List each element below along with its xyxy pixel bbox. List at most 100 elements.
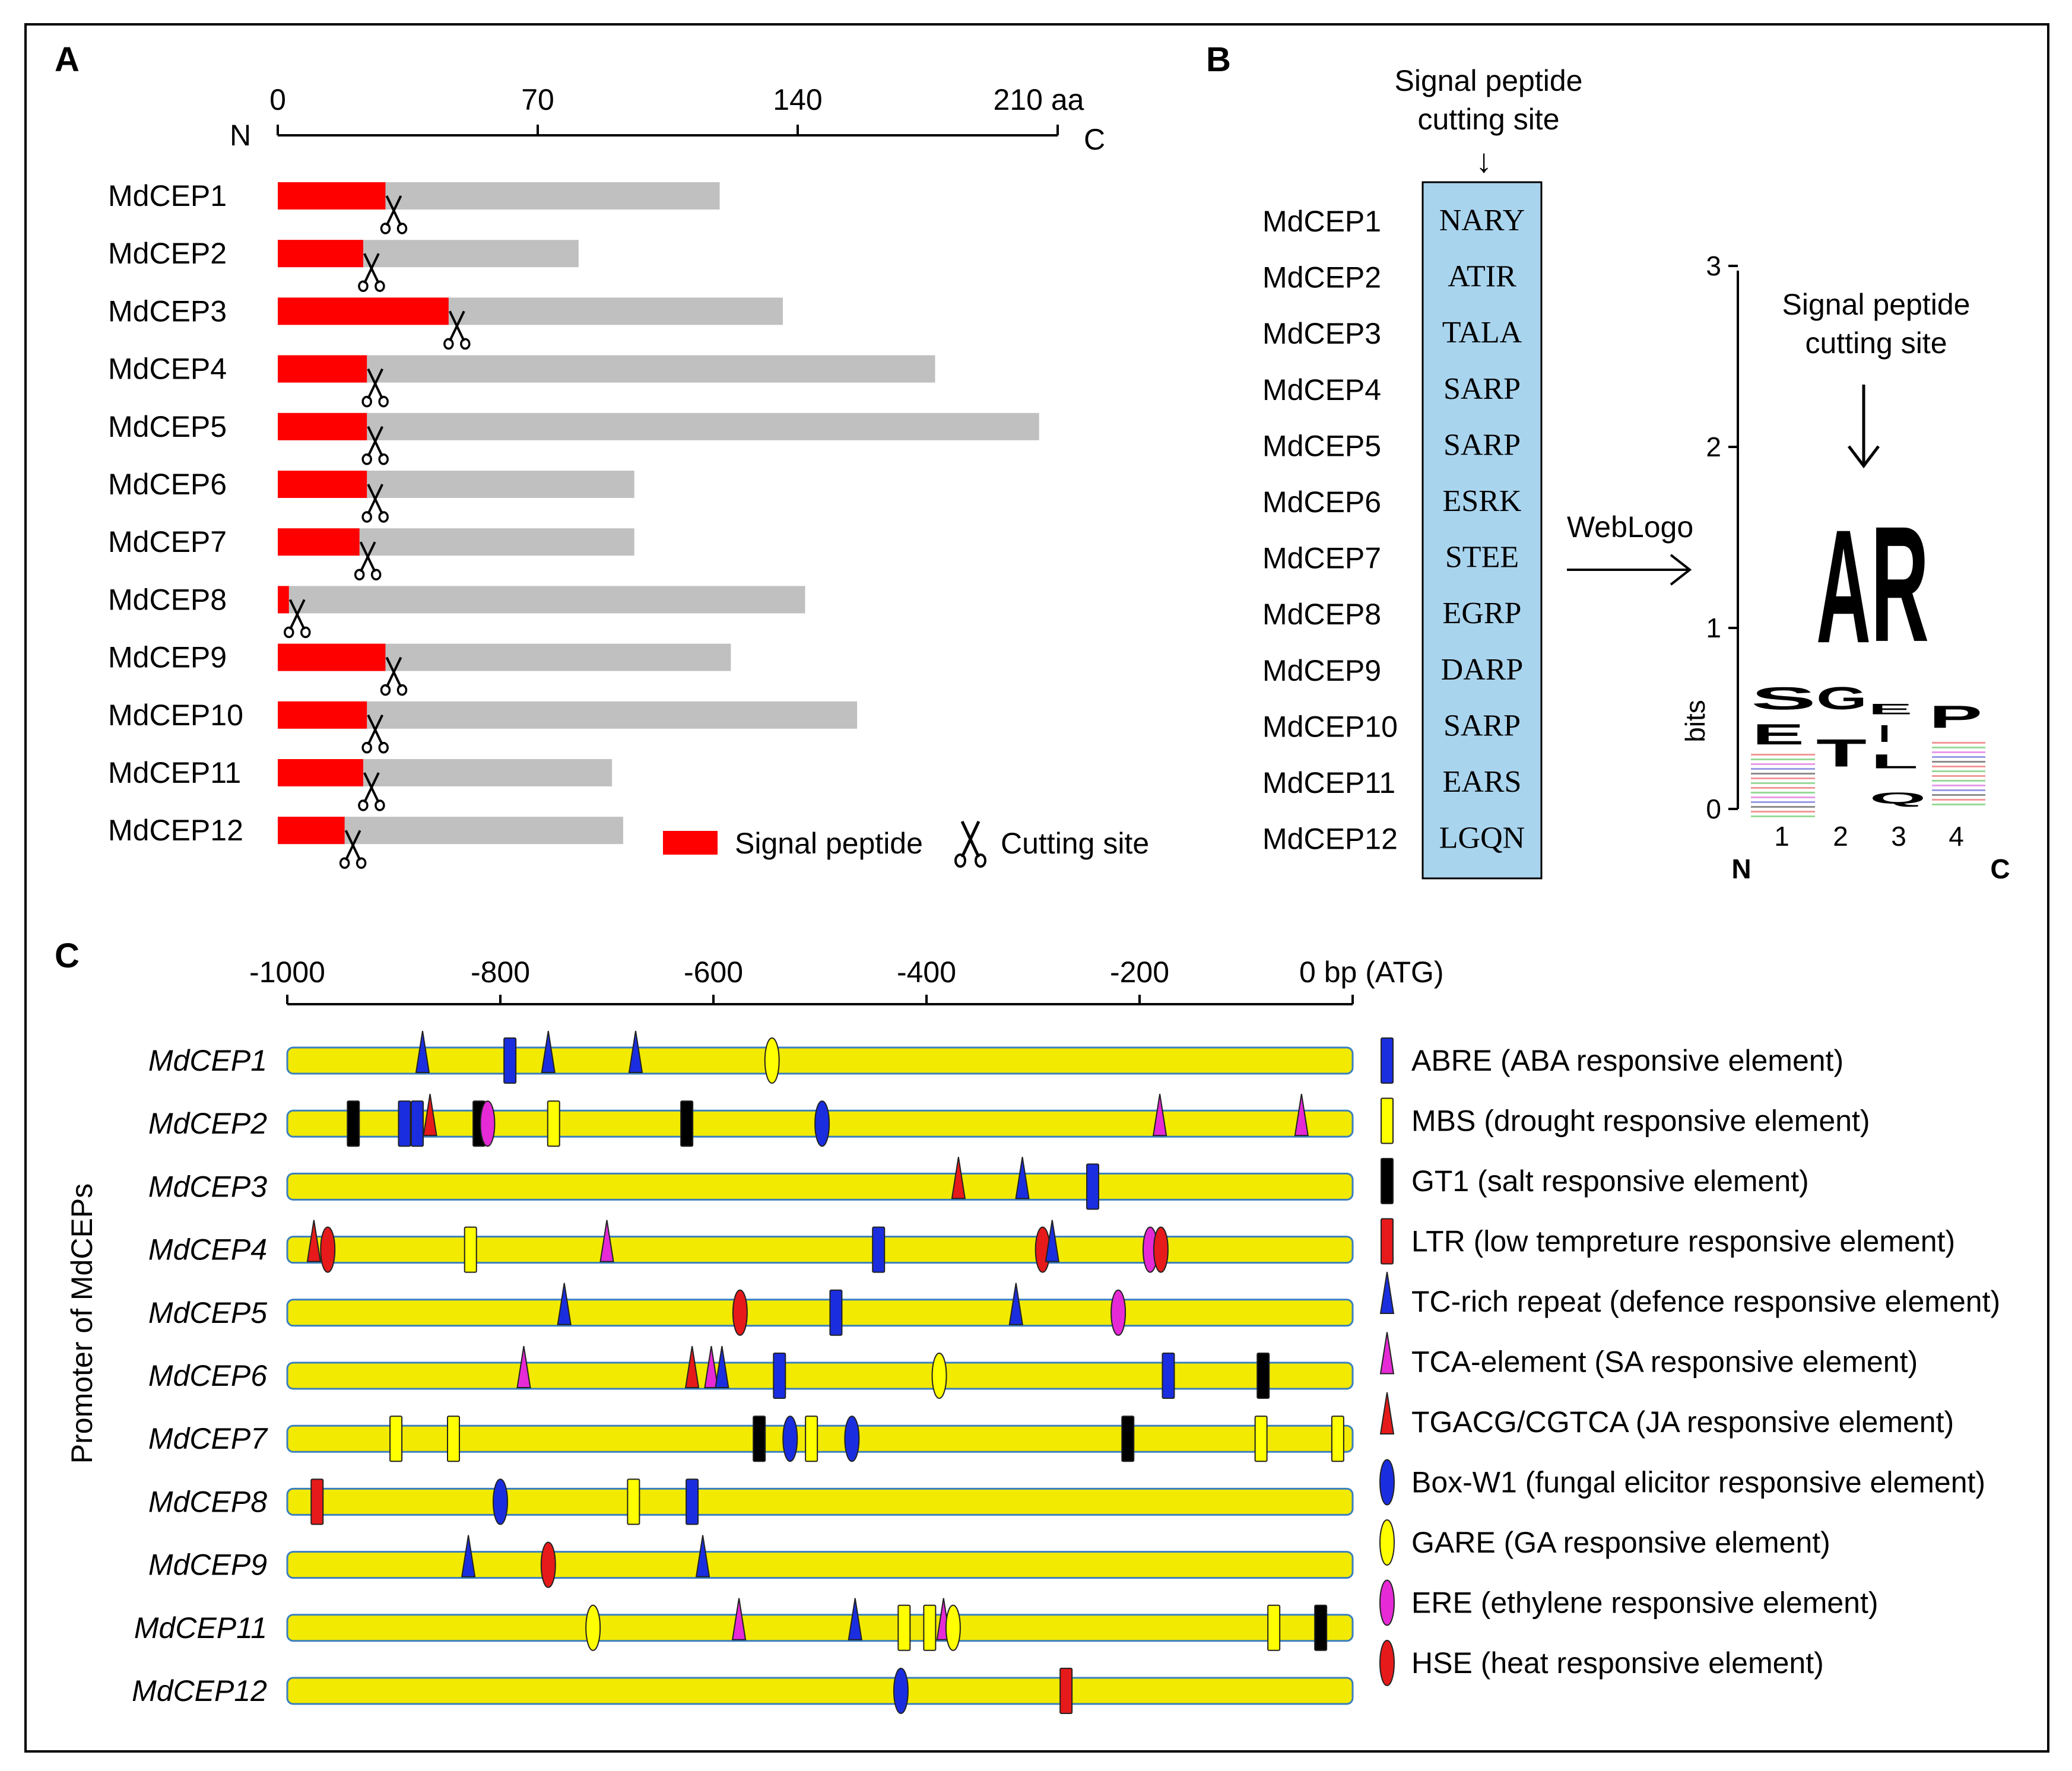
- alignment-protein-name: MdCEP6: [1262, 485, 1381, 519]
- signal-peptide-bar: [278, 355, 367, 383]
- panel-a-axis: N C 0 70 140 210 aa: [230, 83, 1105, 156]
- logo-n-label: N: [1731, 853, 1751, 884]
- alignment-row: MdCEP9 DARP: [1262, 653, 1523, 687]
- alignment-protein-name: MdCEP10: [1262, 710, 1398, 743]
- signal-peptide-bar: [278, 412, 367, 440]
- signal-peptide-bar: [278, 701, 367, 729]
- legend-tgacg-icon: [1379, 1392, 1395, 1434]
- cis-element-gt1: [680, 1100, 694, 1147]
- logo-minor-letter: Q: [1870, 789, 1926, 807]
- logo-minor-residue-strip: [1932, 785, 1985, 786]
- promoter-row: MdCEP1: [148, 1030, 1354, 1084]
- logo-x-tick-label: 1: [1774, 821, 1789, 852]
- legend-item: MBS (drought responsive element): [1381, 1097, 1870, 1144]
- alignment-protein-name: MdCEP2: [1262, 261, 1381, 294]
- cis-element-tc: [541, 1030, 556, 1073]
- logo-x-tick-label: 3: [1891, 821, 1906, 852]
- scissors-icon: [361, 426, 389, 465]
- legend-tca-icon: [1379, 1332, 1395, 1375]
- legend-item-label: TCA-element (SA responsive element): [1411, 1345, 1918, 1379]
- cis-element-mbs: [1331, 1415, 1344, 1462]
- legend-item-label: TC-rich repeat (defence responsive eleme…: [1411, 1285, 2000, 1318]
- legend-abre-icon: [1381, 1037, 1394, 1084]
- scissors-icon: [380, 656, 408, 696]
- cis-element-tca: [704, 1345, 719, 1388]
- protein-row: MdCEP9: [108, 641, 731, 696]
- panel-a-axis-tick-label: 70: [521, 83, 554, 116]
- cis-element-ltr: [1059, 1668, 1073, 1714]
- legend-hse-icon: [1379, 1640, 1395, 1686]
- alignment-sequence: SARP: [1443, 372, 1521, 406]
- logo-y-tick-label: 0: [1706, 794, 1721, 824]
- promoter-row: MdCEP4: [148, 1220, 1354, 1273]
- cis-element-mbs: [389, 1415, 403, 1462]
- cis-element-gare: [945, 1604, 961, 1651]
- protein-row: MdCEP3: [108, 294, 783, 350]
- legend-item-label: GT1 (salt responsive element): [1411, 1164, 1809, 1198]
- legend-item: TGACG/CGTCA (JA responsive element): [1379, 1392, 1954, 1439]
- protein-row: MdCEP10: [108, 699, 858, 754]
- panel-c: C Promoter of MdCEPs -1000 -800 -600 -400 -2…: [55, 937, 2000, 1714]
- logo-minor-residue-strip: [1932, 789, 1985, 791]
- panel-a-axis-n: N: [230, 119, 251, 152]
- signal-peptide-bar: [278, 586, 289, 614]
- legend-item: GARE (GA responsive element): [1379, 1519, 1830, 1566]
- mature-peptide-bar: [278, 701, 858, 729]
- protein-row: MdCEP5: [108, 410, 1039, 465]
- cis-element-abre: [1162, 1353, 1175, 1399]
- cis-element-tca: [1294, 1094, 1309, 1137]
- alignment-row: MdCEP4 SARP: [1262, 372, 1521, 407]
- promoter-row: MdCEP2: [148, 1094, 1354, 1147]
- logo-title-line1: Signal peptide: [1782, 288, 1971, 321]
- protein-row: MdCEP2: [108, 237, 579, 292]
- alignment-protein-name: MdCEP8: [1262, 598, 1381, 631]
- protein-name: MdCEP6: [108, 468, 227, 501]
- cis-element-tgacg: [951, 1157, 966, 1199]
- legend-item: HSE (heat responsive element): [1379, 1640, 1824, 1686]
- logo-minor-residue-strip: [1932, 761, 1985, 763]
- promoter-name: MdCEP1: [148, 1044, 267, 1077]
- panel-c-y-label: Promoter of MdCEPs: [65, 1183, 99, 1464]
- logo-y-tick-label: 1: [1706, 612, 1721, 643]
- signal-peptide-bar: [278, 471, 367, 498]
- panel-b: B Signal peptide cutting site ↓ MdCEP1 NA…: [1206, 40, 2010, 884]
- protein-row: MdCEP4: [108, 353, 935, 408]
- legend-item-label: HSE (heat responsive element): [1411, 1646, 1824, 1680]
- legend-boxw1-icon: [1379, 1459, 1395, 1506]
- protein-row: MdCEP8: [108, 583, 805, 639]
- promoter-bar: [286, 1677, 1354, 1705]
- alignment-protein-name: MdCEP7: [1262, 542, 1381, 575]
- protein-name: MdCEP5: [108, 410, 227, 443]
- panel-a-protein-rows: MdCEP1 MdCEP2 MdCEP3 MdCEP4 MdCEP5 MdCEP6 MdCE…: [108, 179, 1039, 869]
- cis-element-mbs: [805, 1415, 818, 1462]
- cis-element-tgacg: [306, 1220, 322, 1262]
- protein-name: MdCEP8: [108, 583, 227, 616]
- cis-element-gt1: [1256, 1353, 1270, 1399]
- alignment-row: MdCEP6 ESRK: [1262, 484, 1522, 519]
- logo-x-tick-label: 2: [1833, 821, 1848, 852]
- logo-minor-residue-strip: [1932, 794, 1985, 796]
- logo-minor-residue-strip: [1751, 763, 1815, 765]
- logo-minor-letter: T: [1816, 731, 1867, 775]
- cis-element-abre: [773, 1353, 786, 1399]
- promoter-name: MdCEP12: [132, 1674, 267, 1707]
- alignment-down-arrow-icon: ↓: [1476, 142, 1492, 179]
- panel-c-axis-tick-label: -1000: [249, 956, 325, 989]
- legend-item: TCA-element (SA responsive element): [1379, 1332, 1918, 1379]
- alignment-row: MdCEP5 SARP: [1262, 428, 1521, 462]
- protein-name: MdCEP12: [108, 814, 243, 847]
- alignment-rows: MdCEP1 NARY MdCEP2 ATIR MdCEP3 TALA MdCEP4 SARP…: [1262, 204, 1525, 856]
- legend-item: LTR (low tempreture responsive element): [1381, 1218, 1955, 1265]
- logo-minor-residue-strip: [1751, 777, 1815, 779]
- protein-name: MdCEP4: [108, 353, 227, 386]
- logo-title-line2: cutting site: [1805, 326, 1947, 360]
- promoter-name: MdCEP2: [148, 1107, 267, 1140]
- legend-tc-icon: [1379, 1271, 1395, 1314]
- logo-minor-residue-strip: [1751, 792, 1815, 794]
- alignment-sequence: STEE: [1445, 541, 1519, 575]
- panel-c-axis-tick-label: -400: [897, 956, 956, 989]
- cis-element-boxw1: [782, 1415, 798, 1462]
- scissors-icon: [284, 599, 311, 639]
- cis-element-mbs: [447, 1415, 461, 1462]
- promoter-name: MdCEP9: [148, 1548, 267, 1582]
